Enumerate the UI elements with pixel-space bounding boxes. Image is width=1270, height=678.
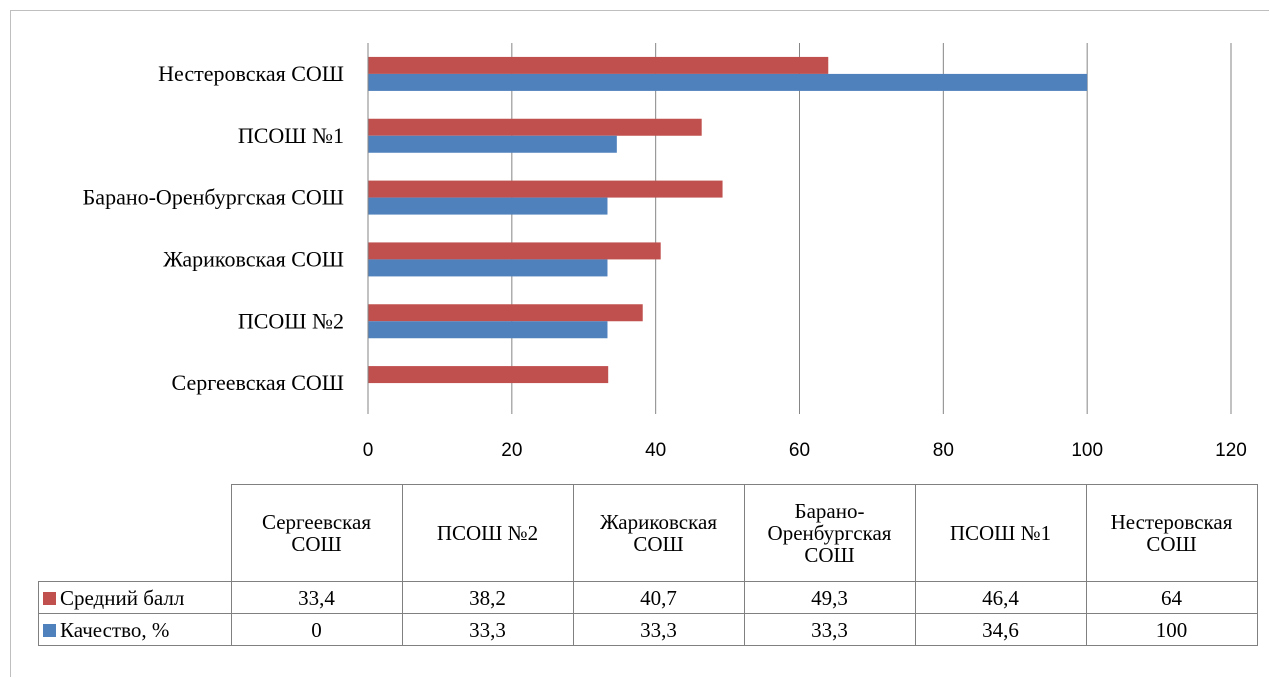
bar-quality-3	[368, 197, 608, 215]
x-tick-label-100: 100	[1071, 440, 1103, 461]
table-header-line: СОШ	[291, 532, 342, 556]
table-header-cell-3: Барано- Оренбургская СОШ	[743, 484, 916, 582]
legend-entry-1: Качество, %	[38, 613, 232, 646]
x-axis-tick-labels: 0 20 40 60 80 100 120	[363, 440, 1247, 461]
x-tick-label-120: 120	[1215, 440, 1247, 461]
table-row: Средний балл 33,4 38,2 40,7 49,3 46,4 64	[38, 581, 1258, 614]
table-cell-0-1: 38,2	[401, 581, 574, 614]
bars	[368, 56, 1088, 384]
table-header-line: Сергеевская	[261, 510, 372, 534]
table-header-cell-0: Сергеевская СОШ	[230, 484, 403, 582]
table-header-line: Барано-	[794, 499, 865, 523]
x-tick-label-0: 0	[363, 440, 374, 461]
bar-avg-score-3	[368, 180, 723, 198]
table-header-line: СОШ	[633, 532, 684, 556]
table-cell-1-1: 33,3	[401, 613, 574, 646]
bar-chart: Сергеевская СОШ ПСОШ №2 Жариковская СОШ Бар…	[83, 43, 1247, 461]
legend-label-1: Качество, %	[60, 617, 170, 642]
table-cell-1-2: 33,3	[572, 613, 745, 646]
category-label-4: ПСОШ №1	[238, 123, 344, 148]
table-header-line: ПСОШ №1	[949, 521, 1052, 545]
legend-label-0: Средний балл	[60, 585, 185, 610]
legend-key-1	[43, 623, 56, 637]
bar-avg-score-2	[368, 242, 661, 260]
table-header-cell-5: Нестеровская СОШ	[1085, 484, 1258, 582]
data-table-header-row: Сергеевская СОШ ПСОШ №2 Жариковская СОШ Баран…	[38, 484, 1258, 582]
category-labels: Сергеевская СОШ ПСОШ №2 Жариковская СОШ Бар…	[83, 61, 344, 395]
bar-quality-2	[368, 259, 608, 277]
bar-avg-score-1	[368, 304, 643, 322]
bar-quality-5	[368, 73, 1088, 91]
table-cell-0-2: 40,7	[572, 581, 745, 614]
category-label-3: Барано-Оренбургская СОШ	[83, 185, 344, 210]
table-cell-1-4: 34,6	[914, 613, 1087, 646]
table-header-line: ПСОШ №2	[436, 521, 539, 545]
table-header-cell-1: ПСОШ №2	[401, 484, 574, 582]
bar-avg-score-4	[368, 118, 702, 136]
gridlines	[511, 43, 1232, 414]
table-header-line: Жариковская	[600, 510, 717, 534]
table-cell-1-5: 100	[1085, 613, 1258, 646]
table-cell-0-5: 64	[1085, 581, 1258, 614]
bar-quality-1	[368, 321, 608, 339]
category-label-2: Жариковская СОШ	[163, 246, 344, 271]
table-cell-0-0: 33,4	[230, 581, 403, 614]
table-cell-0-4: 46,4	[914, 581, 1087, 614]
bar-quality-4	[368, 135, 617, 153]
bar-avg-score-5	[368, 56, 829, 74]
table-cell-1-0: 0	[230, 613, 403, 646]
category-label-0: Сергеевская СОШ	[172, 370, 345, 395]
x-tick-label-20: 20	[501, 440, 522, 461]
chart-frame	[10, 10, 1269, 677]
table-header-line: СОШ	[1146, 532, 1197, 556]
table-row: Качество, % 0 33,3 33,3 33,3 34,6 100	[38, 613, 1258, 646]
table-cell-1-3: 33,3	[743, 613, 916, 646]
data-table: Сергеевская СОШ ПСОШ №2 Жариковская СОШ Баран…	[38, 484, 1258, 646]
x-tick-label-40: 40	[645, 440, 666, 461]
bar-avg-score-0	[368, 366, 609, 384]
table-header-line: СОШ	[804, 543, 855, 567]
legend-key-0	[43, 591, 56, 605]
table-cell-0-3: 49,3	[743, 581, 916, 614]
table-header-line: Нестеровская	[1110, 510, 1233, 534]
table-header-cell-2: Жариковская СОШ	[572, 484, 745, 582]
table-header-cell-4: ПСОШ №1	[914, 484, 1087, 582]
legend-entry-0: Средний балл	[38, 581, 232, 614]
x-tick-label-60: 60	[789, 440, 810, 461]
table-corner-cell	[38, 484, 232, 582]
x-tick-label-80: 80	[933, 440, 954, 461]
category-label-1: ПСОШ №2	[238, 308, 344, 333]
table-header-line: Оренбургская	[767, 521, 892, 545]
category-label-5: Нестеровская СОШ	[158, 61, 344, 86]
